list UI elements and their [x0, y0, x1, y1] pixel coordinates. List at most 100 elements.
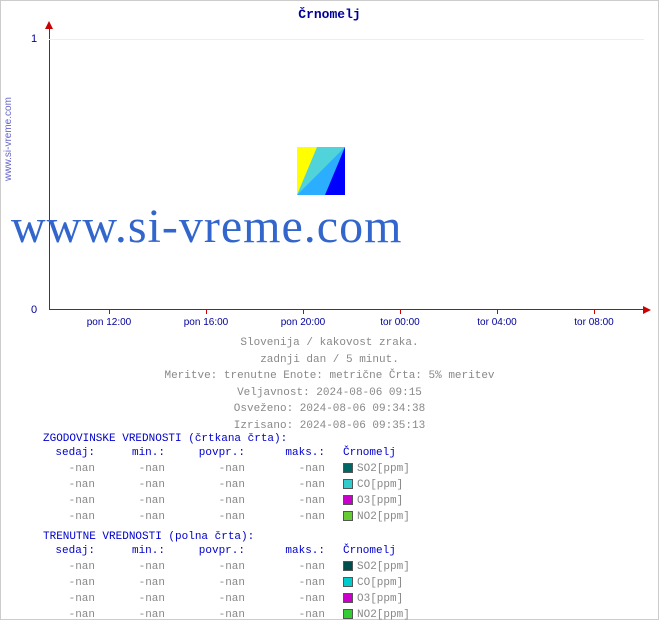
table-header-row: sedaj: min.: povpr.: maks.: Črnomelj: [43, 543, 423, 559]
meta-line-1: Slovenija / kakovost zraka.: [1, 335, 658, 352]
series-swatch-icon: [343, 593, 353, 603]
cell-series: NO2[ppm]: [333, 511, 423, 523]
col-header-location: Črnomelj: [333, 447, 423, 459]
cell-avg: -nan: [173, 577, 253, 589]
cell-now: -nan: [43, 463, 103, 475]
gridline: [49, 39, 644, 40]
current-table-title: TRENUTNE VREDNOSTI (polna črta):: [43, 531, 423, 543]
col-header-max: maks.:: [253, 447, 333, 459]
cell-series: SO2[ppm]: [333, 561, 423, 573]
chart-plot-area: [49, 27, 644, 310]
meta-line-5: Osveženo: 2024-08-06 09:34:38: [1, 401, 658, 418]
cell-series: SO2[ppm]: [333, 463, 423, 475]
cell-max: -nan: [253, 609, 333, 621]
cell-now: -nan: [43, 577, 103, 589]
meta-line-3: Meritve: trenutne Enote: metrične Črta: …: [1, 368, 658, 385]
cell-max: -nan: [253, 593, 333, 605]
cell-now: -nan: [43, 561, 103, 573]
series-swatch-icon: [343, 511, 353, 521]
watermark-text: www.si-vreme.com: [11, 199, 651, 254]
cell-now: -nan: [43, 495, 103, 507]
series-swatch-icon: [343, 479, 353, 489]
cell-avg: -nan: [173, 593, 253, 605]
cell-min: -nan: [103, 479, 173, 491]
x-tick-label: pon 20:00: [281, 317, 326, 328]
cell-avg: -nan: [173, 479, 253, 491]
cell-min: -nan: [103, 609, 173, 621]
col-header-max: maks.:: [253, 545, 333, 557]
series-swatch-icon: [343, 561, 353, 571]
cell-now: -nan: [43, 609, 103, 621]
cell-min: -nan: [103, 463, 173, 475]
cell-series: CO[ppm]: [333, 479, 423, 491]
table-row: -nan-nan-nan-nanO3[ppm]: [43, 493, 423, 509]
cell-now: -nan: [43, 479, 103, 491]
cell-series: CO[ppm]: [333, 577, 423, 589]
series-label: NO2[ppm]: [357, 511, 410, 523]
meta-line-2: zadnji dan / 5 minut.: [1, 352, 658, 369]
col-header-location: Črnomelj: [333, 545, 423, 557]
series-label: SO2[ppm]: [357, 463, 410, 475]
cell-min: -nan: [103, 577, 173, 589]
cell-avg: -nan: [173, 609, 253, 621]
y-tick-label: 0: [31, 304, 37, 316]
series-label: CO[ppm]: [357, 577, 403, 589]
cell-min: -nan: [103, 593, 173, 605]
table-header-row: sedaj: min.: povpr.: maks.: Črnomelj: [43, 445, 423, 461]
series-label: SO2[ppm]: [357, 561, 410, 573]
cell-avg: -nan: [173, 561, 253, 573]
table-row: -nan-nan-nan-nanO3[ppm]: [43, 591, 423, 607]
cell-now: -nan: [43, 511, 103, 523]
x-tick-label: tor 08:00: [574, 317, 613, 328]
cell-min: -nan: [103, 511, 173, 523]
col-header-min: min.:: [103, 447, 173, 459]
x-tick: [497, 310, 498, 314]
cell-max: -nan: [253, 511, 333, 523]
x-tick: [400, 310, 401, 314]
series-swatch-icon: [343, 577, 353, 587]
col-header-avg: povpr.:: [173, 545, 253, 557]
x-axis-arrow: [643, 306, 651, 314]
cell-min: -nan: [103, 495, 173, 507]
cell-now: -nan: [43, 593, 103, 605]
cell-series: O3[ppm]: [333, 593, 423, 605]
x-tick: [109, 310, 110, 314]
center-logo-icon: [297, 147, 345, 195]
series-swatch-icon: [343, 609, 353, 619]
x-tick: [206, 310, 207, 314]
cell-avg: -nan: [173, 511, 253, 523]
x-tick-label: tor 04:00: [477, 317, 516, 328]
series-label: O3[ppm]: [357, 495, 403, 507]
y-tick-label: 1: [31, 33, 37, 45]
cell-max: -nan: [253, 577, 333, 589]
data-tables: ZGODOVINSKE VREDNOSTI (črtkana črta): se…: [43, 427, 423, 623]
cell-min: -nan: [103, 561, 173, 573]
table-row: -nan-nan-nan-nanCO[ppm]: [43, 477, 423, 493]
meta-info: Slovenija / kakovost zraka. zadnji dan /…: [1, 335, 658, 434]
col-header-now: sedaj:: [43, 447, 103, 459]
series-swatch-icon: [343, 495, 353, 505]
col-header-min: min.:: [103, 545, 173, 557]
table-row: -nan-nan-nan-nanSO2[ppm]: [43, 461, 423, 477]
sidebar-url-label: www.si-vreme.com: [3, 97, 14, 181]
cell-max: -nan: [253, 463, 333, 475]
cell-max: -nan: [253, 479, 333, 491]
chart-title: Črnomelj: [1, 7, 658, 22]
series-label: NO2[ppm]: [357, 609, 410, 621]
cell-max: -nan: [253, 495, 333, 507]
cell-series: O3[ppm]: [333, 495, 423, 507]
x-tick: [303, 310, 304, 314]
cell-avg: -nan: [173, 463, 253, 475]
historical-table-title: ZGODOVINSKE VREDNOSTI (črtkana črta):: [43, 433, 423, 445]
col-header-now: sedaj:: [43, 545, 103, 557]
x-tick-label: pon 12:00: [87, 317, 132, 328]
cell-series: NO2[ppm]: [333, 609, 423, 621]
table-row: -nan-nan-nan-nanSO2[ppm]: [43, 559, 423, 575]
series-swatch-icon: [343, 463, 353, 473]
series-label: CO[ppm]: [357, 479, 403, 491]
table-row: -nan-nan-nan-nanCO[ppm]: [43, 575, 423, 591]
x-tick: [594, 310, 595, 314]
cell-avg: -nan: [173, 495, 253, 507]
cell-max: -nan: [253, 561, 333, 573]
table-row: -nan-nan-nan-nanNO2[ppm]: [43, 509, 423, 525]
